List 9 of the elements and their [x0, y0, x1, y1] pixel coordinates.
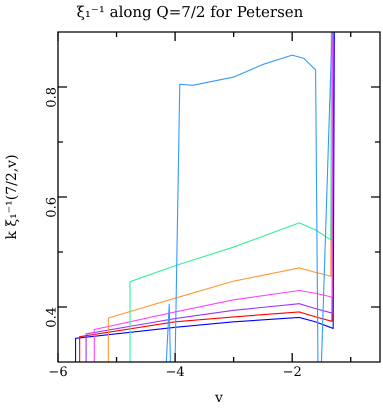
- chart-title: ξ₁⁻¹ along Q=7/2 for Petersen: [76, 2, 304, 21]
- x-tick-label: −2: [282, 365, 302, 380]
- x-axis-title: v: [214, 390, 224, 406]
- y-axis-title: k ξ₁⁻¹(7/2,v): [4, 154, 20, 240]
- y-tick-label: 0.4: [44, 307, 60, 328]
- y-tick-label: 0.6: [44, 197, 60, 218]
- y-tick-label: 0.8: [44, 87, 60, 108]
- x-tick-label: −4: [166, 365, 185, 380]
- x-tick-label: −6: [48, 365, 68, 380]
